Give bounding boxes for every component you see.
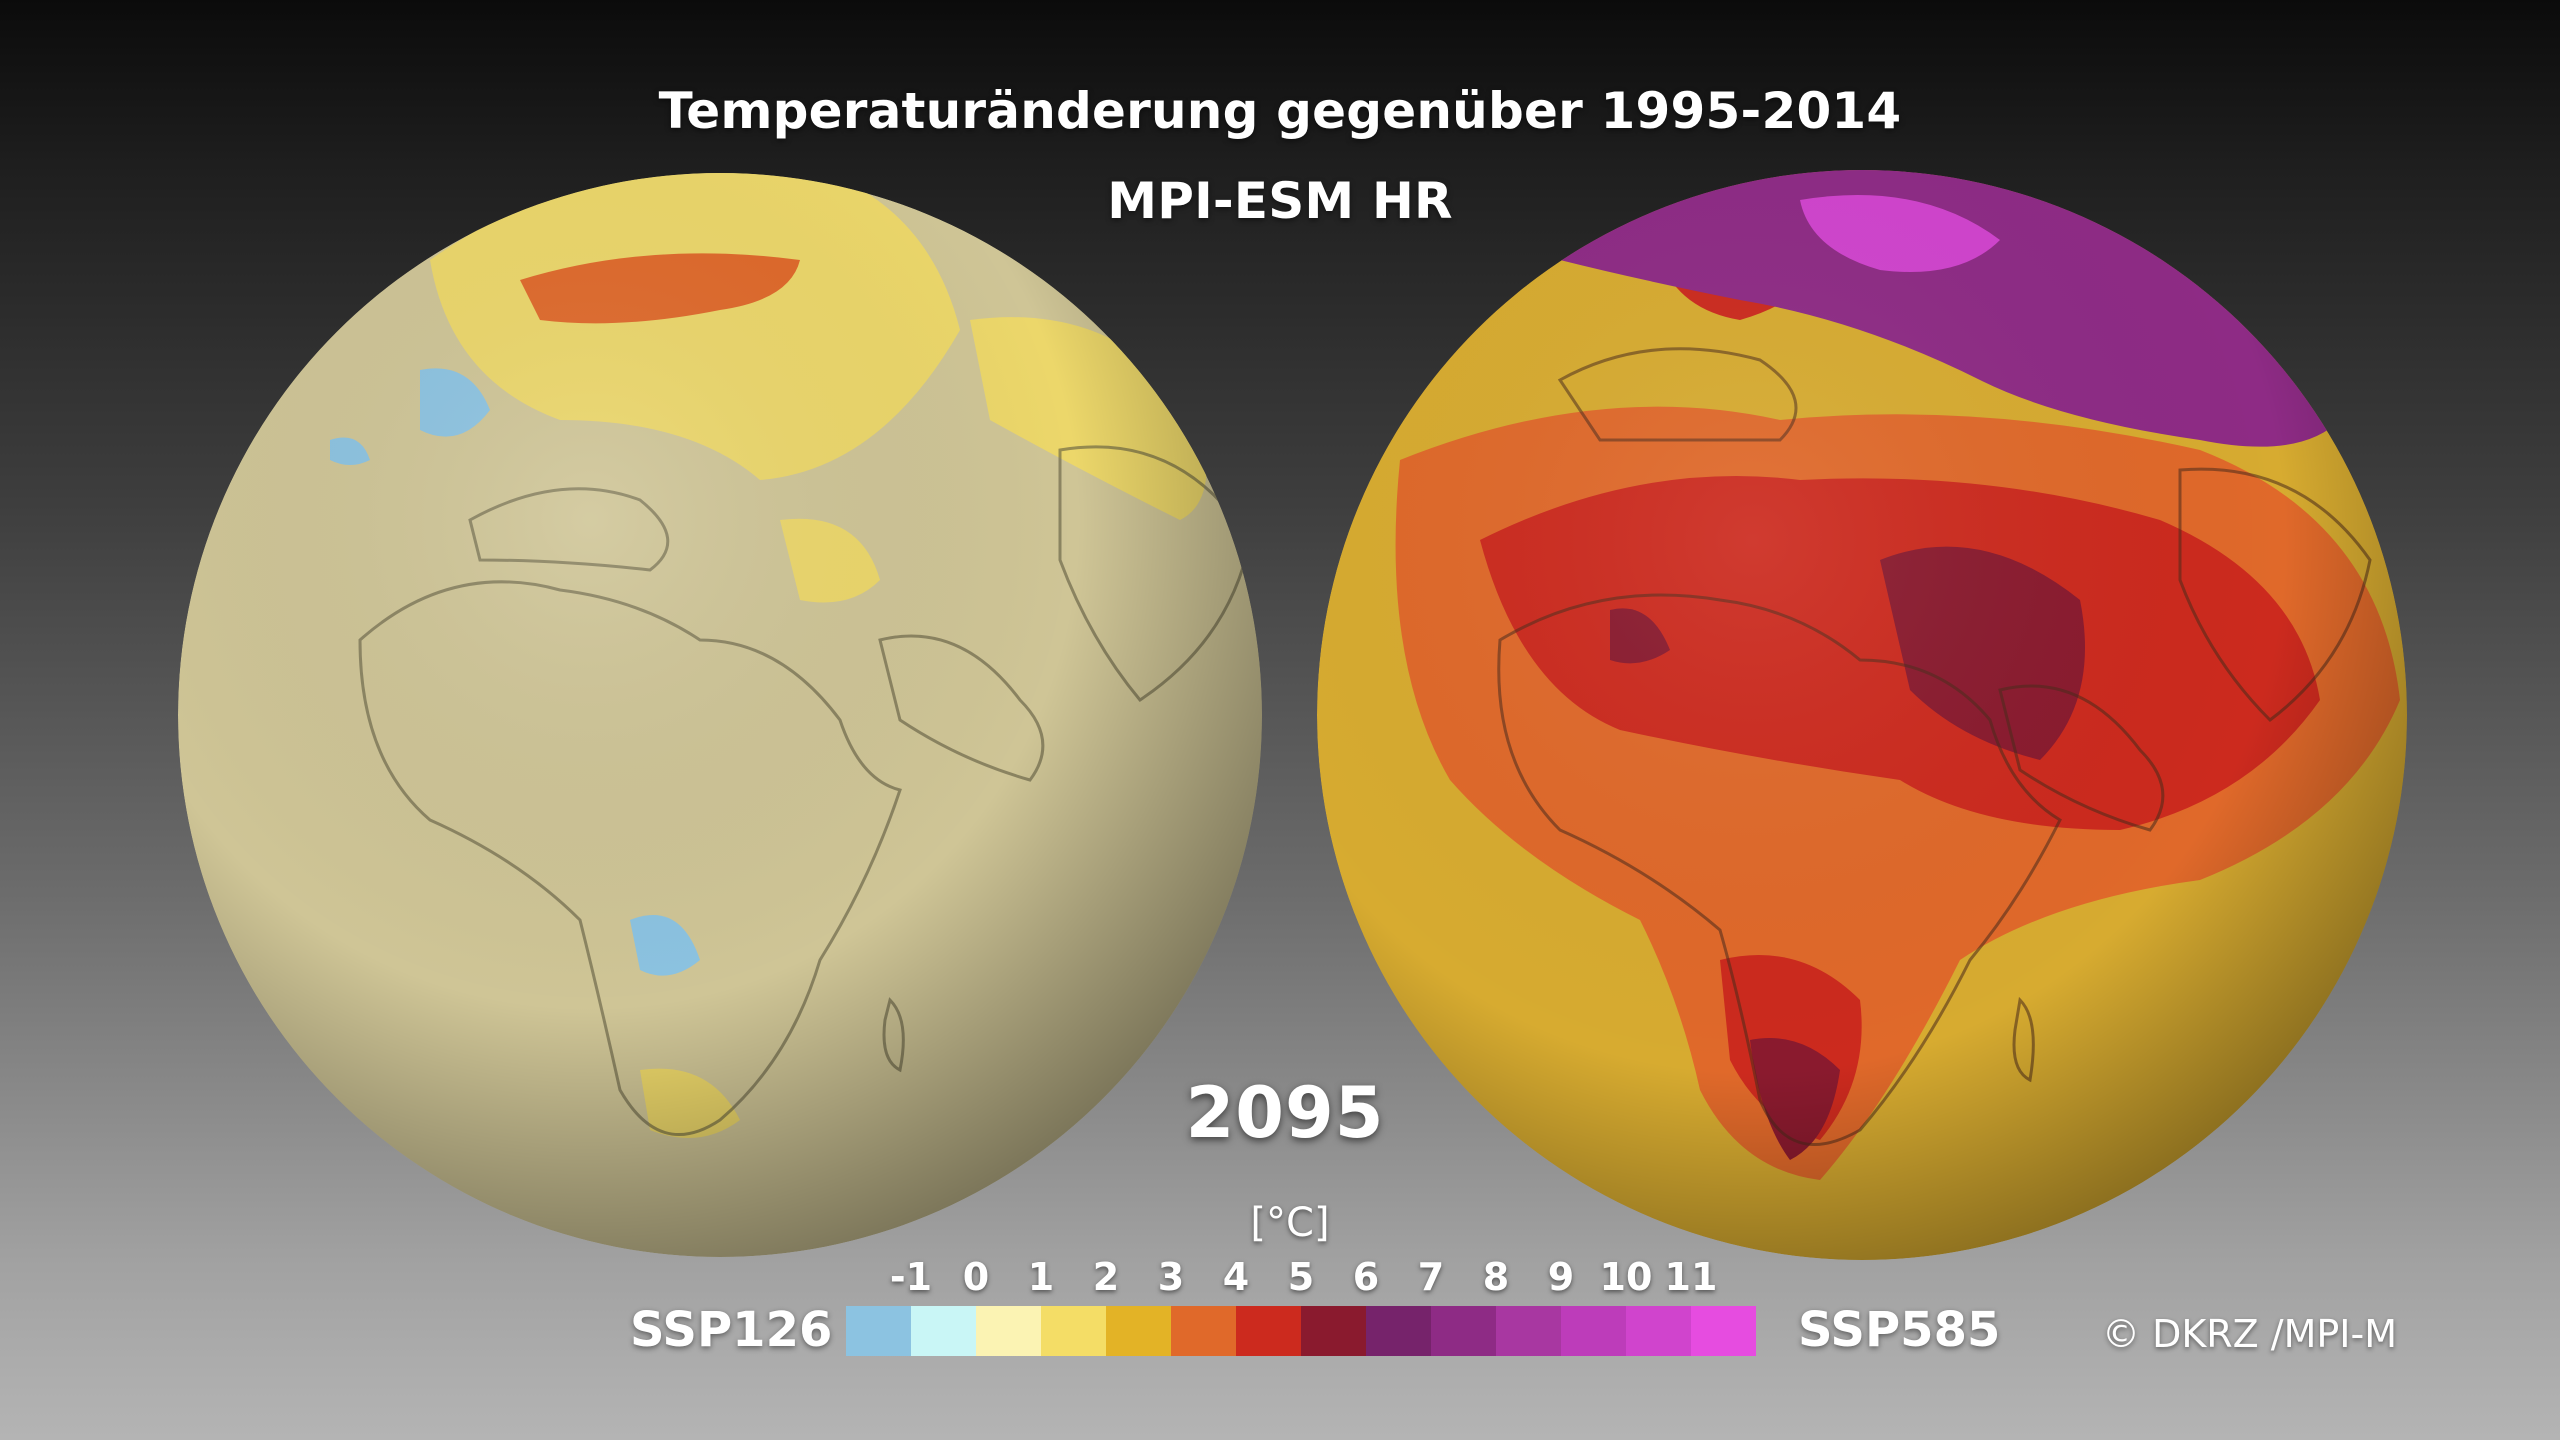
colorbar-tick-label: 9	[1547, 1255, 1575, 1299]
scenario-right-label: SSP585	[1798, 1302, 2001, 1358]
colorbar-swatch	[976, 1306, 1041, 1356]
colorbar	[846, 1306, 1756, 1356]
colorbar-swatch	[1366, 1306, 1431, 1356]
unit-label: [°C]	[1250, 1200, 1330, 1246]
colorbar-tick-label: 7	[1417, 1255, 1445, 1299]
colorbar-tick-label: 8	[1482, 1255, 1510, 1299]
globe-ssp585	[1317, 170, 2407, 1260]
colorbar-tick-label: 3	[1157, 1255, 1185, 1299]
colorbar-tick-label: 10	[1599, 1255, 1653, 1299]
colorbar-tick-label: 1	[1027, 1255, 1055, 1299]
colorbar-swatch	[1041, 1306, 1106, 1356]
colorbar-tick-label: 5	[1287, 1255, 1315, 1299]
colorbar-swatch	[1431, 1306, 1496, 1356]
colorbar-swatch	[1626, 1306, 1691, 1356]
model-subtitle: MPI-ESM HR	[1107, 172, 1453, 230]
colorbar-swatch	[911, 1306, 976, 1356]
colorbar-swatch	[1106, 1306, 1171, 1356]
map-title: Temperaturänderung gegenüber 1995-2014	[658, 82, 1902, 140]
colorbar-swatch	[846, 1306, 911, 1356]
scenario-left-label: SSP126	[630, 1302, 833, 1358]
colorbar-swatch	[1691, 1306, 1756, 1356]
colorbar-tick-label: 11	[1664, 1255, 1718, 1299]
colorbar-tick-label: 4	[1222, 1255, 1250, 1299]
colorbar-swatch	[1236, 1306, 1301, 1356]
year-label: 2095	[1185, 1072, 1385, 1154]
colorbar-swatch	[1496, 1306, 1561, 1356]
colorbar-tick-label: -1	[889, 1255, 933, 1299]
copyright-label: © DKRZ /MPI-M	[2102, 1312, 2397, 1356]
colorbar-swatch	[1171, 1306, 1236, 1356]
globe-ssp126	[178, 173, 1262, 1257]
colorbar-swatch	[1561, 1306, 1626, 1356]
colorbar-tick-label: 6	[1352, 1255, 1380, 1299]
colorbar-tick-label: 2	[1092, 1255, 1120, 1299]
colorbar-tick-label: 0	[962, 1255, 990, 1299]
colorbar-swatch	[1301, 1306, 1366, 1356]
